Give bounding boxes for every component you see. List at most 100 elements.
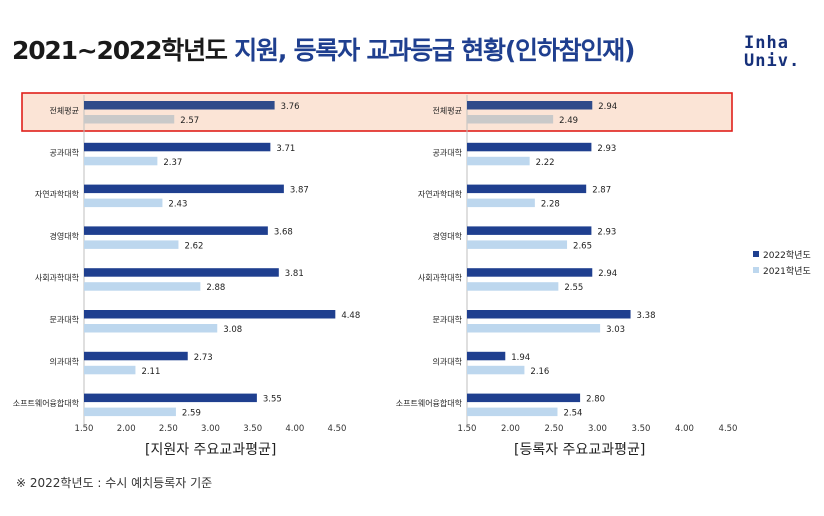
chart-1-bar-2022 (467, 142, 592, 152)
chart-0-value-label: 3.71 (276, 144, 295, 154)
chart-1-value-label: 2.49 (559, 116, 578, 126)
chart-1-bar-2021 (467, 365, 525, 375)
chart-1-value-label: 2.94 (598, 102, 617, 112)
chart-0-bar-2021 (84, 156, 158, 166)
chart-0-x-tick-label: 3.50 (243, 424, 262, 434)
title-main: 지원, 등록자 교과등급 현황(인하참인재) (226, 36, 635, 65)
chart-1-value-label: 2.22 (536, 158, 555, 168)
chart-0-category-label: 자연과학대학 (35, 189, 80, 199)
chart-0-value-label: 2.43 (168, 200, 187, 210)
inha-logo: Inha Univ. (744, 34, 800, 70)
chart-0-x-tick-label: 4.50 (328, 424, 347, 434)
chart-1-bar-2022 (467, 351, 506, 361)
chart-1-x-tick-label: 3.50 (632, 424, 651, 434)
chart-1-x-tick-label: 2.00 (501, 424, 520, 434)
chart-1-x-tick-label: 1.50 (458, 424, 477, 434)
chart-1-category-label: 의과대학 (433, 356, 463, 366)
chart-title-registrants: [등록자 주요교과평균] (514, 442, 646, 458)
legend-swatch-2022 (753, 251, 759, 257)
chart-1-x-tick-label: 4.50 (719, 424, 738, 434)
chart-0-value-label: 3.81 (285, 269, 304, 279)
chart-0-bar-2022 (84, 351, 188, 361)
chart-0-bar-2021 (84, 240, 179, 249)
chart-1-value-label: 2.28 (541, 200, 560, 210)
chart-1-value-label: 3.03 (606, 325, 625, 335)
chart-1-value-label: 2.16 (530, 367, 549, 377)
legend-item-2021: 2021학년도 (753, 262, 811, 278)
logo-line-2: Univ. (744, 51, 801, 71)
chart-0-category-label: 소프트웨어융합대학 (13, 398, 80, 408)
chart-1-value-label: 2.65 (573, 241, 592, 251)
chart-0-category-label: 사회과학대학 (35, 273, 80, 283)
chart-1-value-label: 2.93 (597, 144, 616, 154)
legend-item-2022: 2022학년도 (753, 246, 811, 262)
chart-0-value-label: 4.48 (341, 311, 360, 321)
chart-0-value-label: 2.37 (163, 158, 182, 168)
footnote: ※ 2022학년도 : 수시 예치등록자 기준 (16, 476, 213, 490)
chart-0-value-label: 3.68 (274, 227, 293, 237)
chart-1-bar-2021 (467, 115, 554, 124)
chart-0-x-tick-label: 3.00 (201, 424, 220, 434)
chart-0-x-tick-label: 4.00 (285, 424, 304, 434)
chart-0-bar-2022 (84, 310, 336, 319)
chart-0-bar-2022 (84, 101, 275, 110)
chart-1-value-label: 2.55 (564, 283, 583, 293)
chart-1-x-tick-label: 2.50 (545, 424, 564, 434)
chart-0-x-tick-label: 2.50 (159, 424, 178, 434)
chart-0-x-tick-label: 1.50 (75, 424, 94, 434)
chart-1-bar-2021 (467, 407, 558, 417)
chart-1-value-label: 2.87 (592, 186, 611, 196)
chart-1-bar-2021 (467, 240, 568, 249)
chart-0-category-label: 경영대학 (50, 231, 80, 241)
chart-0-bar-2022 (84, 226, 268, 235)
legend: 2022학년도 2021학년도 (753, 246, 811, 278)
chart-1-bar-2021 (467, 156, 530, 166)
chart-1-bar-2022 (467, 226, 592, 235)
chart-0-category-label: 문과대학 (50, 315, 80, 325)
chart-1-category-label: 자연과학대학 (418, 189, 463, 199)
chart-0-value-label: 3.55 (263, 395, 282, 405)
chart-0-category-label: 공과대학 (50, 147, 80, 157)
chart-0-value-label: 2.88 (206, 283, 225, 293)
chart-1-value-label: 2.54 (563, 409, 582, 419)
chart-0-bar-2021 (84, 407, 176, 417)
chart-0-value-label: 3.08 (223, 325, 242, 335)
chart-1-bar-2022 (467, 393, 581, 403)
legend-swatch-2021 (753, 267, 759, 273)
chart-1-x-tick-label: 4.00 (675, 424, 694, 434)
chart-1-bar-2022 (467, 101, 593, 110)
chart-0-bar-2021 (84, 365, 136, 375)
chart-1-category-label: 문과대학 (433, 315, 463, 325)
chart-1-value-label: 1.94 (511, 353, 530, 363)
chart-0-bar-2022 (84, 268, 279, 277)
chart-0-bar-2021 (84, 282, 201, 291)
chart-0-value-label: 2.73 (194, 353, 213, 363)
chart-1-category-label: 사회과학대학 (418, 273, 463, 283)
chart-0-value-label: 2.62 (184, 241, 203, 251)
chart-1-value-label: 3.38 (637, 311, 656, 321)
chart-0-value-label: 2.59 (182, 409, 201, 419)
chart-0-value-label: 2.11 (141, 367, 160, 377)
logo-line-1: Inha (744, 33, 789, 53)
chart-0-value-label: 3.87 (290, 186, 309, 196)
chart-0-value-label: 3.76 (281, 102, 300, 112)
chart-1-bar-2021 (467, 198, 535, 208)
chart-title-applicants: [지원자 주요교과평균] (145, 442, 277, 458)
chart-1-bar-2022 (467, 184, 587, 194)
chart-1-value-label: 2.80 (586, 395, 605, 405)
chart-0-x-tick-label: 2.00 (117, 424, 136, 434)
chart-0-bar-2022 (84, 142, 271, 152)
chart-0-bar-2022 (84, 393, 257, 403)
chart-1-category-label: 경영대학 (433, 231, 463, 241)
chart-1-bar-2022 (467, 310, 631, 319)
page-title: 2021~2022학년도 지원, 등록자 교과등급 현황(인하참인재) (12, 36, 635, 65)
chart-0-bar-2022 (84, 184, 284, 194)
chart-0-value-label: 2.57 (180, 116, 199, 126)
chart-1-category-label: 소프트웨어융합대학 (396, 398, 463, 408)
chart-0-bar-2021 (84, 115, 175, 124)
chart-0-bar-2021 (84, 198, 163, 208)
title-years: 2021~2022학년도 (12, 36, 228, 65)
chart-1-bar-2022 (467, 268, 593, 277)
chart-1-x-tick-label: 3.00 (588, 424, 607, 434)
